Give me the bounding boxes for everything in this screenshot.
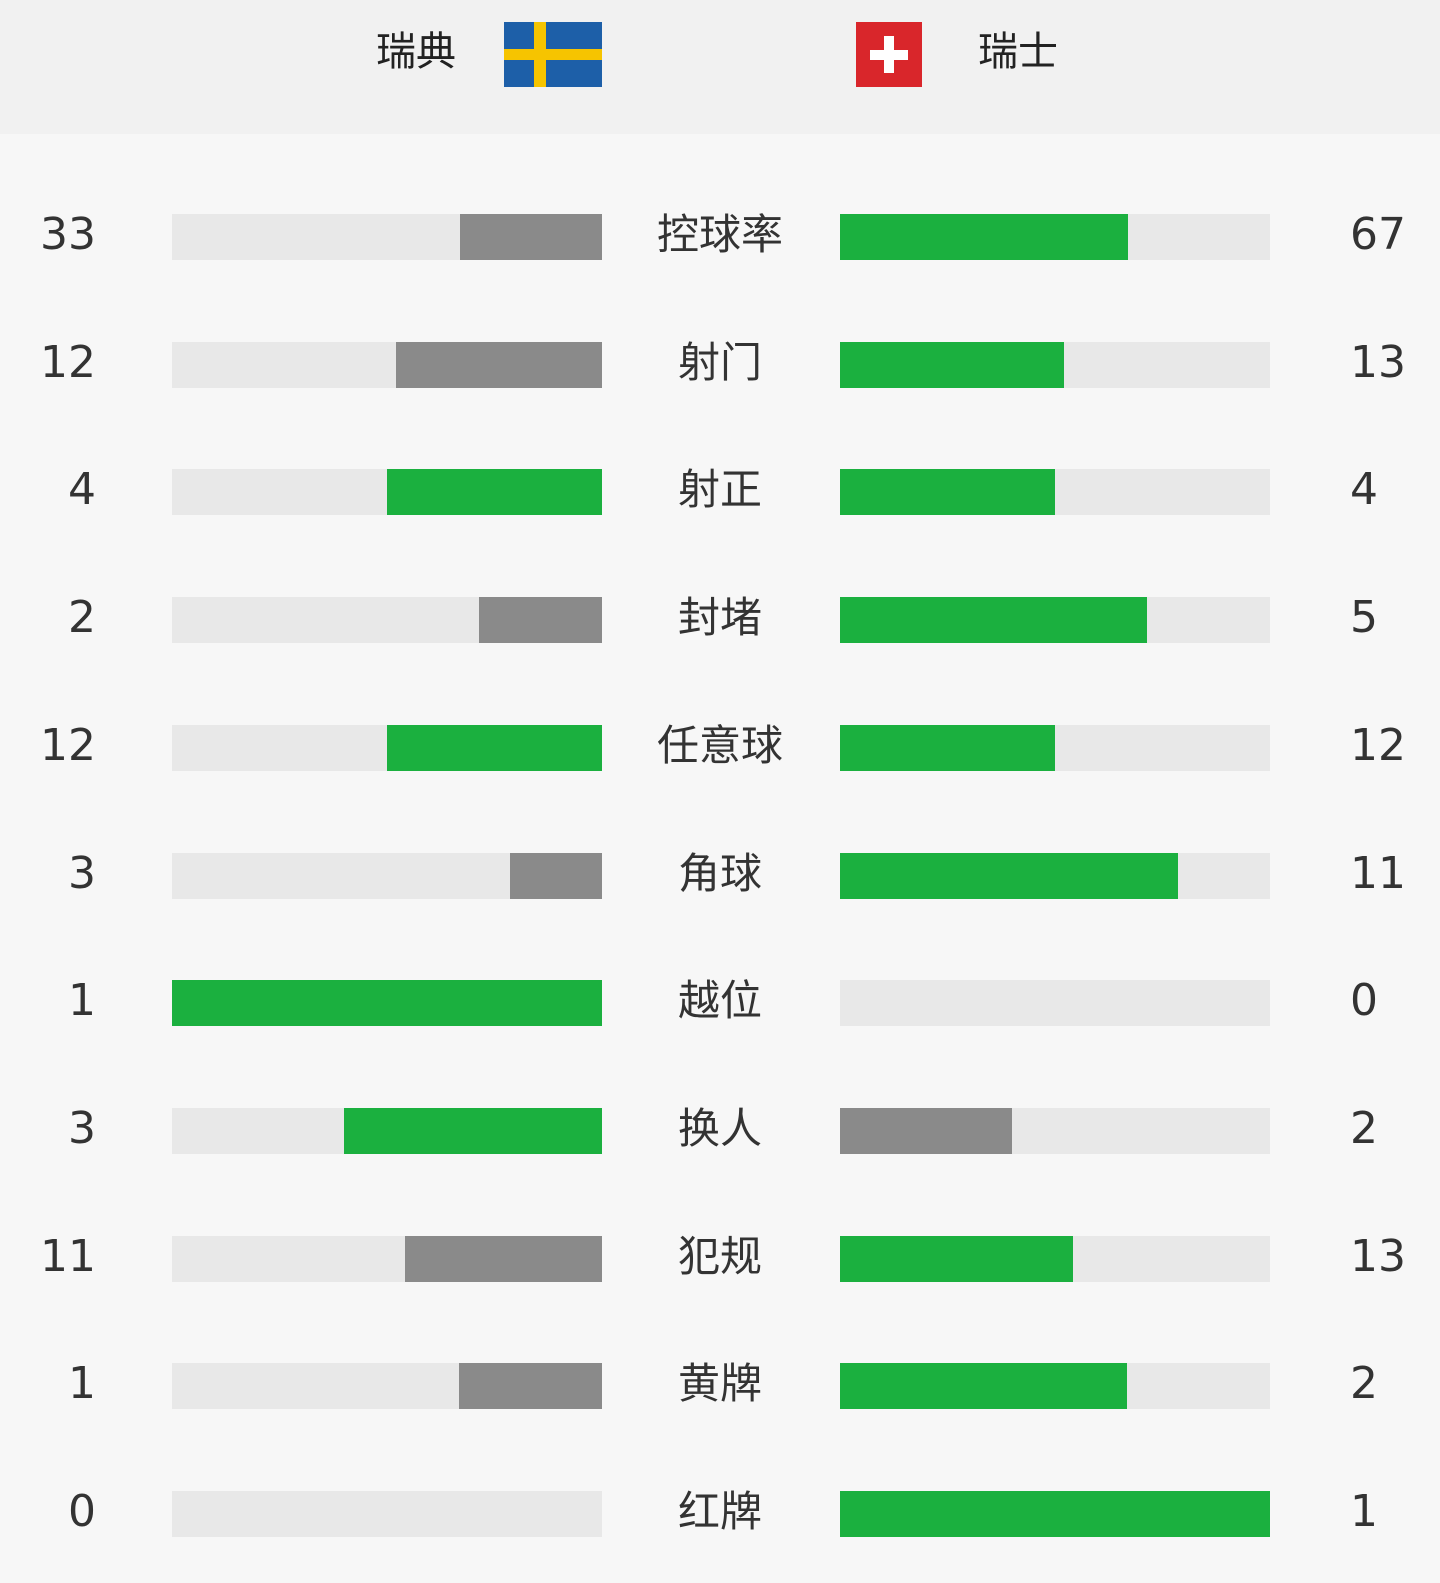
- away-bar: [840, 1107, 1012, 1154]
- away-value: 67: [1350, 209, 1406, 260]
- home-bar: [404, 1235, 602, 1282]
- away-track: [840, 214, 1270, 260]
- home-value: 11: [40, 1230, 96, 1282]
- away-track: [840, 1491, 1270, 1537]
- stat-label: 越位: [677, 976, 762, 1026]
- away-bar: [840, 469, 1055, 516]
- home-bar: [344, 1107, 602, 1154]
- home-value: 12: [40, 719, 96, 771]
- away-bar: [840, 1363, 1127, 1410]
- away-bar: [840, 341, 1064, 388]
- stat-label: 红牌: [677, 1487, 762, 1536]
- away-track: [840, 980, 1270, 1027]
- home-track: [172, 597, 602, 644]
- away-bar: [840, 1491, 1270, 1537]
- away-track: [840, 597, 1270, 644]
- away-value: 2: [1350, 1358, 1378, 1410]
- away-value: 11: [1350, 847, 1406, 899]
- away-bar: [840, 597, 1148, 644]
- header: 瑞典 瑞士: [0, 0, 1440, 134]
- home-bar: [172, 980, 602, 1027]
- stat-label: 黄牌: [677, 1359, 762, 1409]
- away-track: [840, 341, 1270, 388]
- home-track: [172, 1363, 602, 1410]
- switzerland-flag: [856, 22, 922, 87]
- home-value: 3: [68, 1102, 96, 1154]
- home-track: [172, 852, 602, 899]
- stat-label: 射正: [677, 465, 762, 515]
- home-value: 33: [40, 209, 96, 260]
- away-track: [840, 1107, 1270, 1154]
- home-track: [172, 1491, 602, 1537]
- home-bar: [509, 852, 602, 899]
- home-track: [172, 1107, 602, 1154]
- away-track: [840, 724, 1270, 771]
- home-bar: [479, 597, 602, 644]
- home-value: 12: [40, 336, 96, 388]
- home-track: [172, 980, 602, 1027]
- away-value: 1: [1350, 1486, 1378, 1537]
- stat-label: 封堵: [677, 593, 762, 643]
- away-value: 5: [1350, 592, 1378, 644]
- stat-label: 犯规: [677, 1231, 762, 1281]
- away-bar: [840, 724, 1055, 771]
- away-team: 瑞士: [978, 29, 1058, 75]
- home-value: 3: [68, 847, 96, 899]
- home-track: [172, 341, 602, 388]
- home-value: 2: [68, 592, 96, 644]
- home-bar: [387, 724, 602, 771]
- stat-label: 换人: [677, 1103, 762, 1153]
- away-bar: [840, 852, 1178, 899]
- away-bar: [840, 1235, 1073, 1282]
- away-bar: [840, 214, 1129, 260]
- away-value: 0: [1350, 975, 1378, 1027]
- home-value: 4: [68, 464, 96, 516]
- home-bar: [395, 341, 602, 388]
- home-bar: [460, 214, 602, 260]
- home-team: 瑞典: [376, 29, 456, 75]
- stat-label: 角球: [677, 848, 762, 898]
- home-value: 0: [68, 1486, 96, 1537]
- home-value: 1: [68, 975, 96, 1027]
- away-value: 13: [1350, 1230, 1406, 1282]
- home-track: [172, 724, 602, 771]
- home-value: 1: [68, 1358, 96, 1410]
- home-bar: [387, 469, 602, 516]
- home-track: [172, 214, 602, 260]
- home-track: [172, 469, 602, 516]
- home-bar: [458, 1363, 602, 1410]
- away-value: 2: [1350, 1102, 1378, 1154]
- away-track: [840, 852, 1270, 899]
- sweden-flag: [504, 22, 602, 87]
- stat-label: 控球率: [656, 210, 783, 259]
- away-track: [840, 469, 1270, 516]
- away-value: 12: [1350, 719, 1406, 771]
- away-value: 4: [1350, 464, 1378, 516]
- stat-label: 任意球: [656, 720, 783, 770]
- away-track: [840, 1235, 1270, 1282]
- stat-label: 射门: [677, 337, 762, 387]
- away-track: [840, 1363, 1270, 1410]
- away-value: 13: [1350, 336, 1406, 388]
- home-track: [172, 1235, 602, 1282]
